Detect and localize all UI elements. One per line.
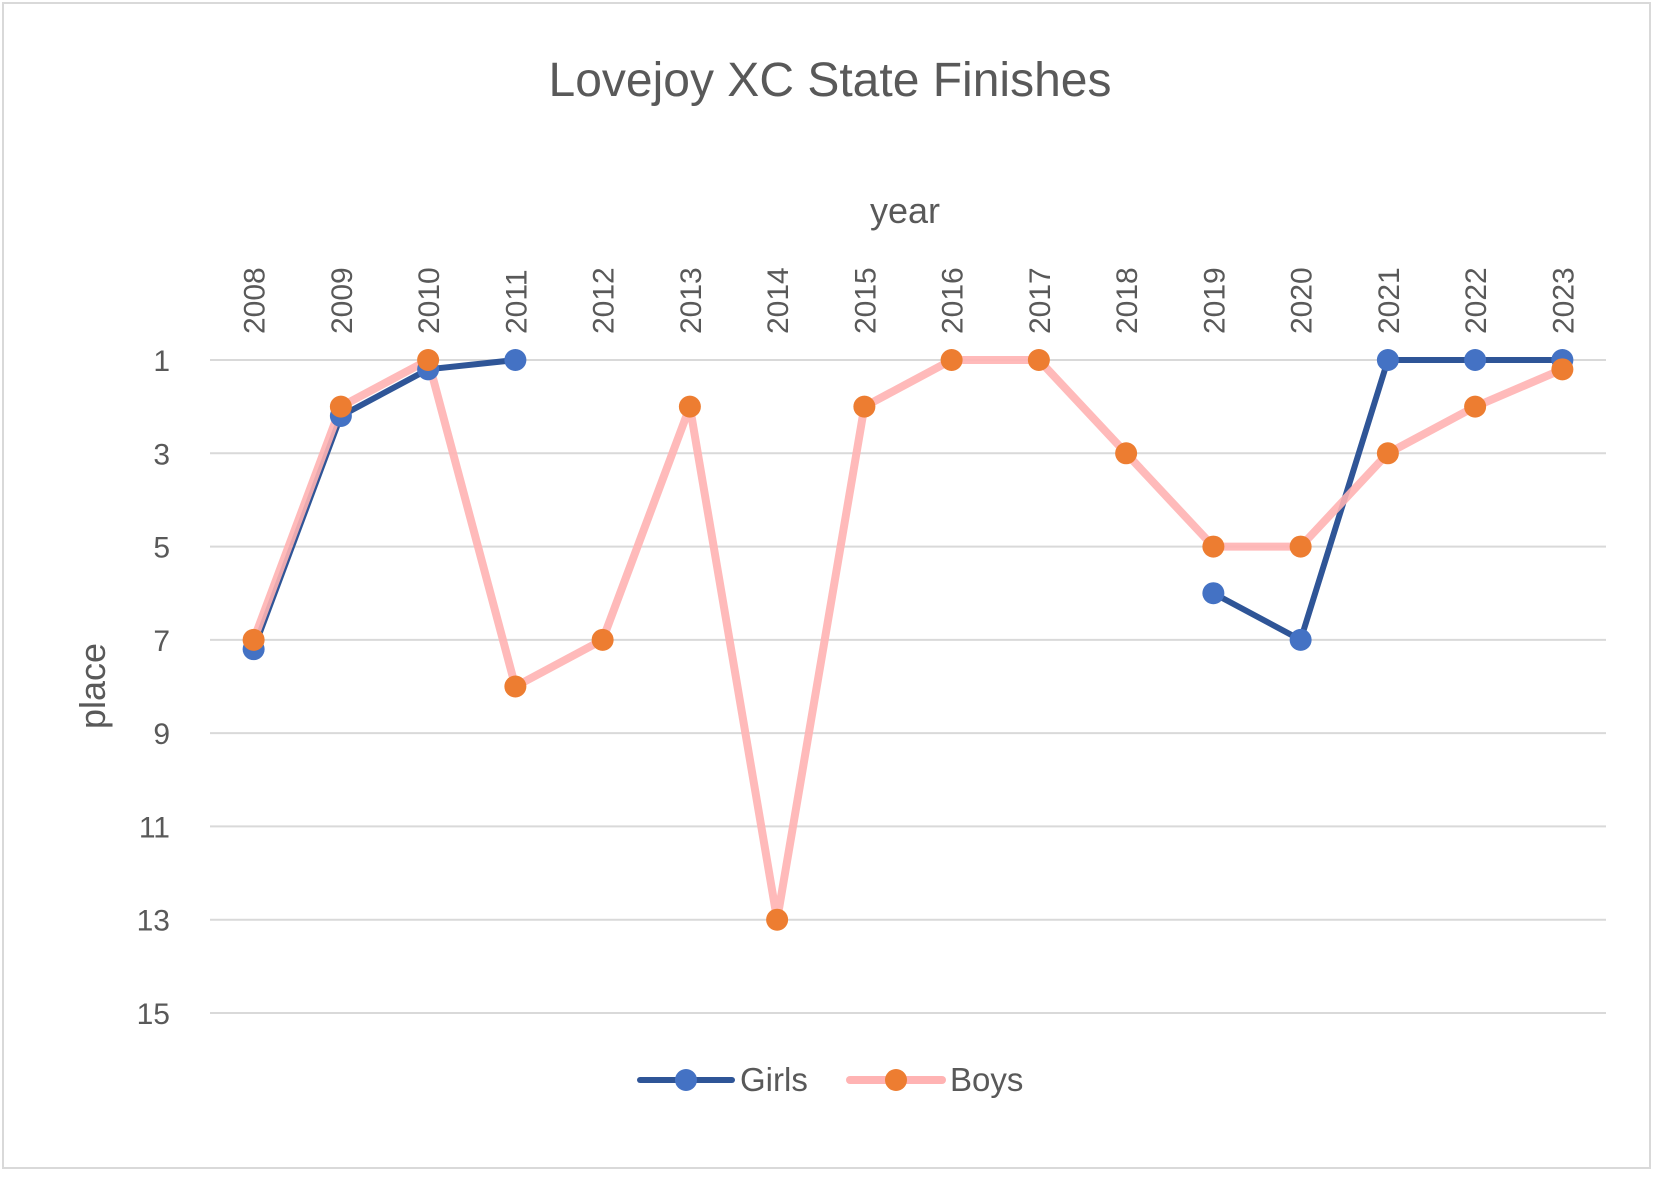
data-point-girls [1464,349,1487,371]
x-tick-label: 2014 [762,267,795,334]
x-tick-label: 2009 [326,267,359,334]
x-tick-label: 2015 [849,267,882,334]
data-point-boys [940,349,963,371]
data-point-boys [678,395,701,418]
legend: Girls Boys [637,1061,1023,1098]
y-tick-label: 9 [153,718,170,751]
gridlines [210,359,1606,1014]
x-tick-labels: 2008 2009 2010 2011 2012 2013 2014 2015 2016 2017… [239,267,1581,334]
chart-title: Lovejoy XC State Finishes [549,54,1112,107]
data-point-boys [853,395,876,418]
data-point-boys [766,908,789,931]
data-point-boys [1376,442,1399,465]
data-point-boys [1115,442,1138,465]
y-tick-label: 7 [153,625,170,658]
data-point-boys [329,395,352,418]
data-point-boys [242,628,265,651]
data-point-girls [504,349,527,371]
y-tick-label: 13 [137,905,170,938]
data-point-girls [1289,628,1312,651]
x-tick-label: 2022 [1460,267,1493,334]
legend-label-boys: Boys [950,1061,1023,1098]
series-line-boys [249,356,1567,924]
x-tick-label: 2008 [239,267,272,334]
data-point-girls [1202,582,1225,605]
series-markers [242,349,1574,931]
data-point-boys [591,628,614,651]
x-tick-label: 2010 [413,267,446,334]
data-point-girls [1376,349,1399,371]
y-tick-label: 1 [153,345,170,378]
y-tick-label: 11 [139,811,170,844]
data-point-boys [1289,535,1312,558]
x-tick-label: 2017 [1024,267,1057,334]
x-tick-label: 2012 [588,267,621,334]
x-tick-label: 2019 [1198,267,1231,334]
x-tick-label: 2023 [1547,267,1580,334]
series-line-girls [1210,357,1566,643]
x-tick-label: 2018 [1111,267,1144,334]
data-point-boys [1464,395,1487,418]
y-tick-label: 15 [137,998,170,1031]
data-point-boys [1027,349,1050,371]
data-point-boys [417,349,440,371]
x-tick-label: 2013 [675,267,708,334]
legend-marker-girls [675,1069,697,1091]
x-tick-label: 2020 [1286,267,1319,334]
legend-marker-boys [885,1069,907,1091]
x-tick-label: 2011 [500,269,533,334]
y-axis-title: place [72,643,113,729]
data-point-boys [1551,358,1574,381]
x-tick-label: 2016 [937,267,970,334]
data-point-boys [1202,535,1225,558]
series-line-girls [250,357,519,653]
y-tick-label: 3 [153,438,170,471]
data-point-boys [504,675,527,698]
x-axis-title: year [870,190,940,231]
legend-label-girls: Girls [740,1061,808,1098]
x-tick-label: 2021 [1373,267,1406,334]
y-tick-label: 5 [153,532,170,565]
